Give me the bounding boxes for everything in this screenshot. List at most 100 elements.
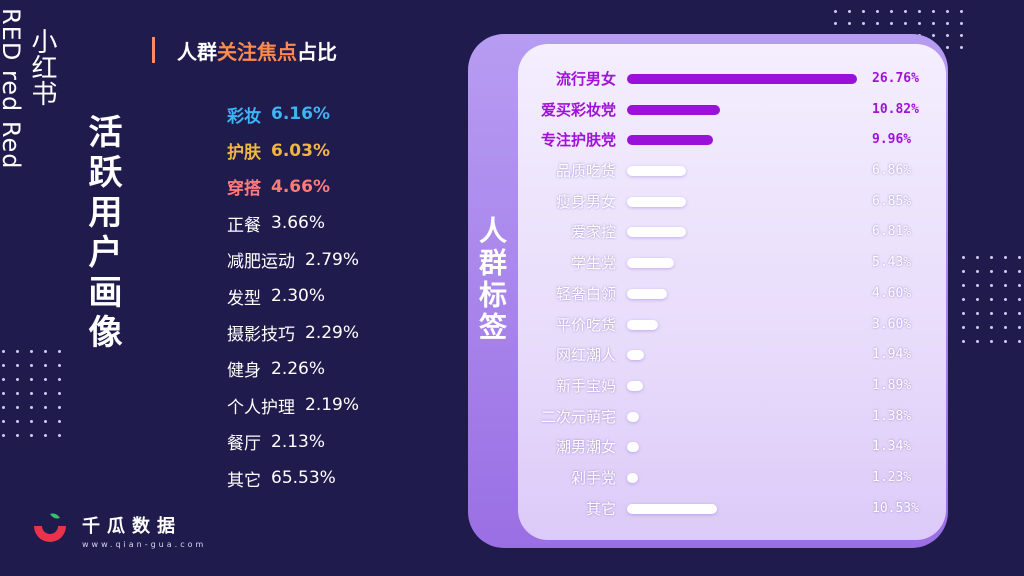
decor-dot — [946, 10, 949, 13]
tag-row: 潮男潮女 1.34% — [520, 432, 940, 463]
focus-item-value: 2.30% — [271, 286, 326, 307]
decor-dot — [58, 378, 61, 381]
decor-dot — [962, 284, 965, 287]
focus-item: 穿搭 4.66% — [227, 169, 359, 205]
focus-item-label: 健身 — [227, 361, 261, 382]
decor-dot — [16, 378, 19, 381]
tag-value-label: 26.76% — [872, 71, 919, 86]
decor-dot — [990, 270, 993, 273]
decor-dot — [976, 256, 979, 259]
decor-dot — [1018, 298, 1021, 301]
tag-row: 网红潮人 1.94% — [520, 340, 940, 371]
decor-dot — [1004, 256, 1007, 259]
focus-item-label: 餐厅 — [227, 434, 261, 455]
decor-dot — [1004, 270, 1007, 273]
tag-value-label: 6.81% — [872, 224, 912, 240]
decor-dot — [960, 46, 963, 49]
decor-dot — [30, 378, 33, 381]
tag-value-label: 4.60% — [872, 285, 912, 301]
decor-dot — [1018, 256, 1021, 259]
tag-value-label: 10.82% — [872, 101, 919, 117]
tag-row: 二次元萌宅 1.38% — [520, 402, 940, 433]
decor-dot — [976, 326, 979, 329]
decor-dot — [960, 22, 963, 25]
decor-dot — [16, 350, 19, 353]
focus-item-value: 2.79% — [305, 249, 360, 270]
decor-dot — [932, 10, 935, 13]
decor-dot — [16, 406, 19, 409]
tag-value-label: 10.53% — [872, 500, 919, 516]
decor-dot — [848, 22, 851, 25]
decor-dot — [962, 312, 965, 315]
decor-dot — [904, 10, 907, 13]
tag-row: 爱买彩妆党 10.82% — [520, 95, 940, 126]
decor-dot — [890, 22, 893, 25]
tag-bar — [627, 104, 720, 115]
tag-row: 流行男女 26.76% — [520, 64, 940, 95]
focus-item-value: 4.66% — [271, 176, 330, 197]
decor-dot — [876, 22, 879, 25]
tag-value-label: 1.94% — [872, 347, 912, 363]
decor-dot — [2, 406, 5, 409]
decor-dot — [2, 434, 5, 437]
decor-dot — [862, 10, 865, 13]
tag-row: 品质吃货 6.86% — [520, 156, 940, 187]
decor-dot — [962, 340, 965, 343]
tag-label: 专注护肤党 — [540, 131, 616, 150]
tag-bar — [627, 472, 638, 483]
decor-dot — [30, 350, 33, 353]
decor-dot — [890, 10, 893, 13]
decor-dot — [44, 434, 47, 437]
decor-dot — [876, 10, 879, 13]
decor-dot — [1004, 340, 1007, 343]
decor-dot — [44, 420, 47, 423]
decor-dot — [932, 22, 935, 25]
decor-dot — [960, 10, 963, 13]
focus-item-value: 3.66% — [271, 213, 326, 234]
tag-label: 学生党 — [570, 254, 616, 273]
decor-dot — [862, 22, 865, 25]
focus-item-value: 2.13% — [271, 431, 326, 452]
tag-bar — [627, 196, 686, 207]
focus-item-label: 彩妆 — [227, 106, 261, 127]
focus-item: 彩妆 6.16% — [227, 96, 359, 132]
tag-bar — [627, 227, 686, 238]
focus-item-value: 2.19% — [305, 395, 360, 416]
tag-value-label: 1.38% — [872, 408, 912, 424]
decor-dot — [1018, 326, 1021, 329]
tag-bar — [627, 442, 639, 453]
decor-dot — [962, 326, 965, 329]
focus-item-label: 减肥运动 — [227, 252, 295, 273]
tag-label: 潮男潮女 — [555, 438, 616, 457]
decor-dot — [30, 392, 33, 395]
tag-value-label: 3.60% — [872, 316, 912, 332]
decor-dot — [30, 434, 33, 437]
logo: 千瓜数据 www.qian-gua.com — [30, 510, 206, 550]
focus-item: 正餐 3.66% — [227, 205, 359, 241]
decor-dot — [58, 434, 61, 437]
decor-dot — [58, 364, 61, 367]
dot-grid-left — [2, 350, 61, 437]
decor-dot — [962, 270, 965, 273]
decor-dot — [976, 270, 979, 273]
focus-item: 护肤 6.03% — [227, 132, 359, 168]
tag-value-label: 1.23% — [872, 469, 912, 485]
focus-item-label: 穿搭 — [227, 179, 261, 200]
heading-part1: 人群 — [177, 39, 217, 64]
tag-label: 网红潮人 — [555, 346, 616, 365]
tag-value-label: 6.85% — [872, 193, 912, 209]
tag-bar — [627, 319, 658, 330]
tag-bar — [627, 74, 857, 84]
decor-dot — [990, 298, 993, 301]
decor-dot — [918, 10, 921, 13]
decor-dot — [918, 22, 921, 25]
decor-dot — [946, 22, 949, 25]
decor-dot — [2, 378, 5, 381]
decor-dot — [58, 420, 61, 423]
decor-dot — [58, 392, 61, 395]
decor-dot — [1018, 312, 1021, 315]
decor-dot — [834, 10, 837, 13]
tag-label: 新手宝妈 — [555, 376, 616, 395]
tag-label: 轻奢白领 — [555, 284, 616, 303]
tag-row: 专注护肤党 9.96% — [520, 125, 940, 156]
